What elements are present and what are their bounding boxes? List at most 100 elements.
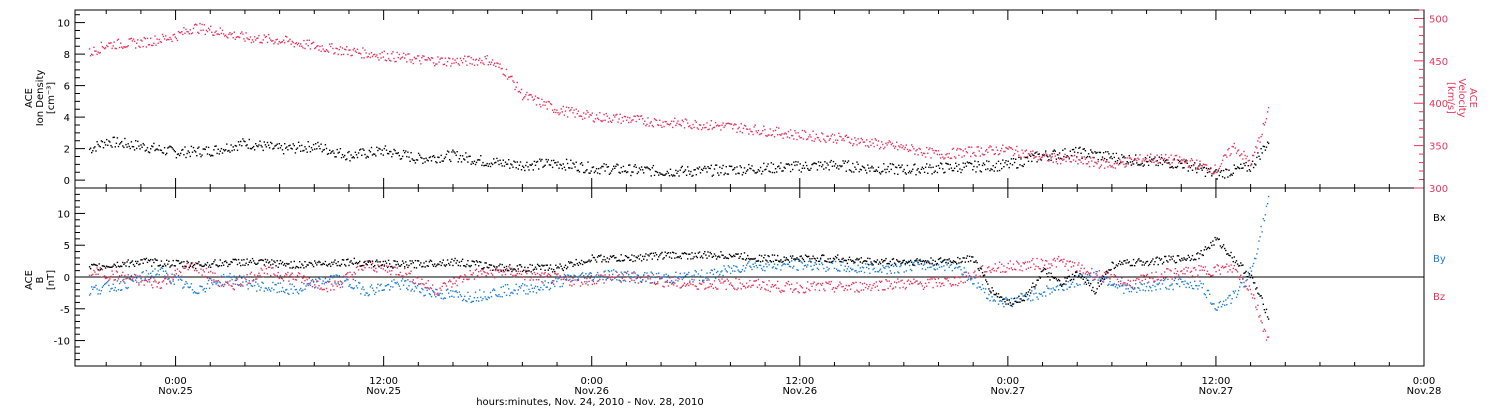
bx-point [320,264,322,266]
bz-point [94,271,96,273]
velocity-point [344,48,346,50]
density-point [939,162,942,164]
by-point [434,292,436,294]
bx-point [216,264,218,267]
bz-point [1041,259,1044,262]
by-point [549,287,552,290]
bx-point [260,259,262,261]
density-point [821,165,823,168]
velocity-point [979,155,981,157]
by-point [1167,278,1169,280]
velocity-point [1130,158,1133,160]
by-point [347,279,349,281]
velocity-point [1055,160,1058,163]
by-point [600,275,602,277]
velocity-point [130,37,133,40]
bz-point [747,286,749,288]
density-point [273,147,275,149]
velocity-point [96,53,98,56]
velocity-point [266,41,269,44]
bz-point [558,276,560,278]
by-point [369,286,372,288]
velocity-point [217,33,219,35]
velocity-point [938,153,941,156]
velocity-point [1189,160,1192,162]
velocity-point [1222,155,1225,157]
by-point [370,284,373,286]
bz-point [406,273,408,276]
by-point [389,289,391,291]
by-point [1011,305,1014,308]
density-point [107,144,109,146]
velocity-point [959,148,961,150]
bz-point [1097,276,1099,278]
by-point [621,272,623,275]
bx-point [233,258,235,261]
bx-point [437,263,439,265]
by-point [971,278,973,280]
bz-point [996,267,999,270]
density-point [511,164,513,166]
velocity-point [530,94,532,96]
bz-point [1064,265,1066,267]
bz-point [636,277,638,279]
density-point [1234,167,1237,170]
date-tick-label: Nov.26 [782,386,817,397]
bz-point [101,269,104,271]
bx-point [278,263,280,265]
density-point [141,146,143,148]
density-point [879,173,882,175]
by-point [535,292,538,294]
by-point [314,287,316,289]
velocity-point [1197,166,1199,168]
density-point [858,171,860,173]
density-point [1060,157,1062,160]
density-point [960,171,962,174]
density-point [1046,155,1048,157]
by-point [665,273,667,275]
density-point [1257,152,1259,154]
by-point [553,283,555,285]
bx-point [425,260,427,263]
velocity-point [91,53,93,55]
by-point [502,285,504,288]
by-point [729,272,732,275]
velocity-point [939,157,942,159]
by-point [1048,287,1050,290]
density-point [752,169,754,172]
bz-point [1206,270,1209,272]
bz-point [1198,265,1200,267]
bz-point [535,279,538,281]
bx-point [107,266,109,268]
bz-point [1048,263,1050,265]
density-point [616,163,618,165]
by-point [124,282,126,284]
bx-point [369,261,372,263]
bx-point [266,259,269,261]
velocity-point [672,126,674,129]
bz-point [1222,267,1225,269]
density-point [1054,150,1056,152]
bz-point [167,274,169,276]
density-point [834,163,837,165]
bx-point [103,265,106,268]
by-point [772,266,775,268]
bx-point [234,258,236,260]
velocity-point [1232,146,1234,148]
by-point [616,279,618,281]
density-point [1184,160,1186,162]
velocity-point [694,119,696,122]
density-point [857,163,859,165]
density-point [156,148,158,150]
density-point [842,160,844,162]
velocity-point [930,157,932,159]
density-point [932,166,934,168]
velocity-point [863,141,866,143]
velocity-point [747,128,749,130]
density-point [983,164,986,166]
density-point [922,168,925,170]
density-point [392,153,394,155]
by-point [673,281,675,283]
bz-point [702,280,704,283]
bz-point [976,276,978,278]
